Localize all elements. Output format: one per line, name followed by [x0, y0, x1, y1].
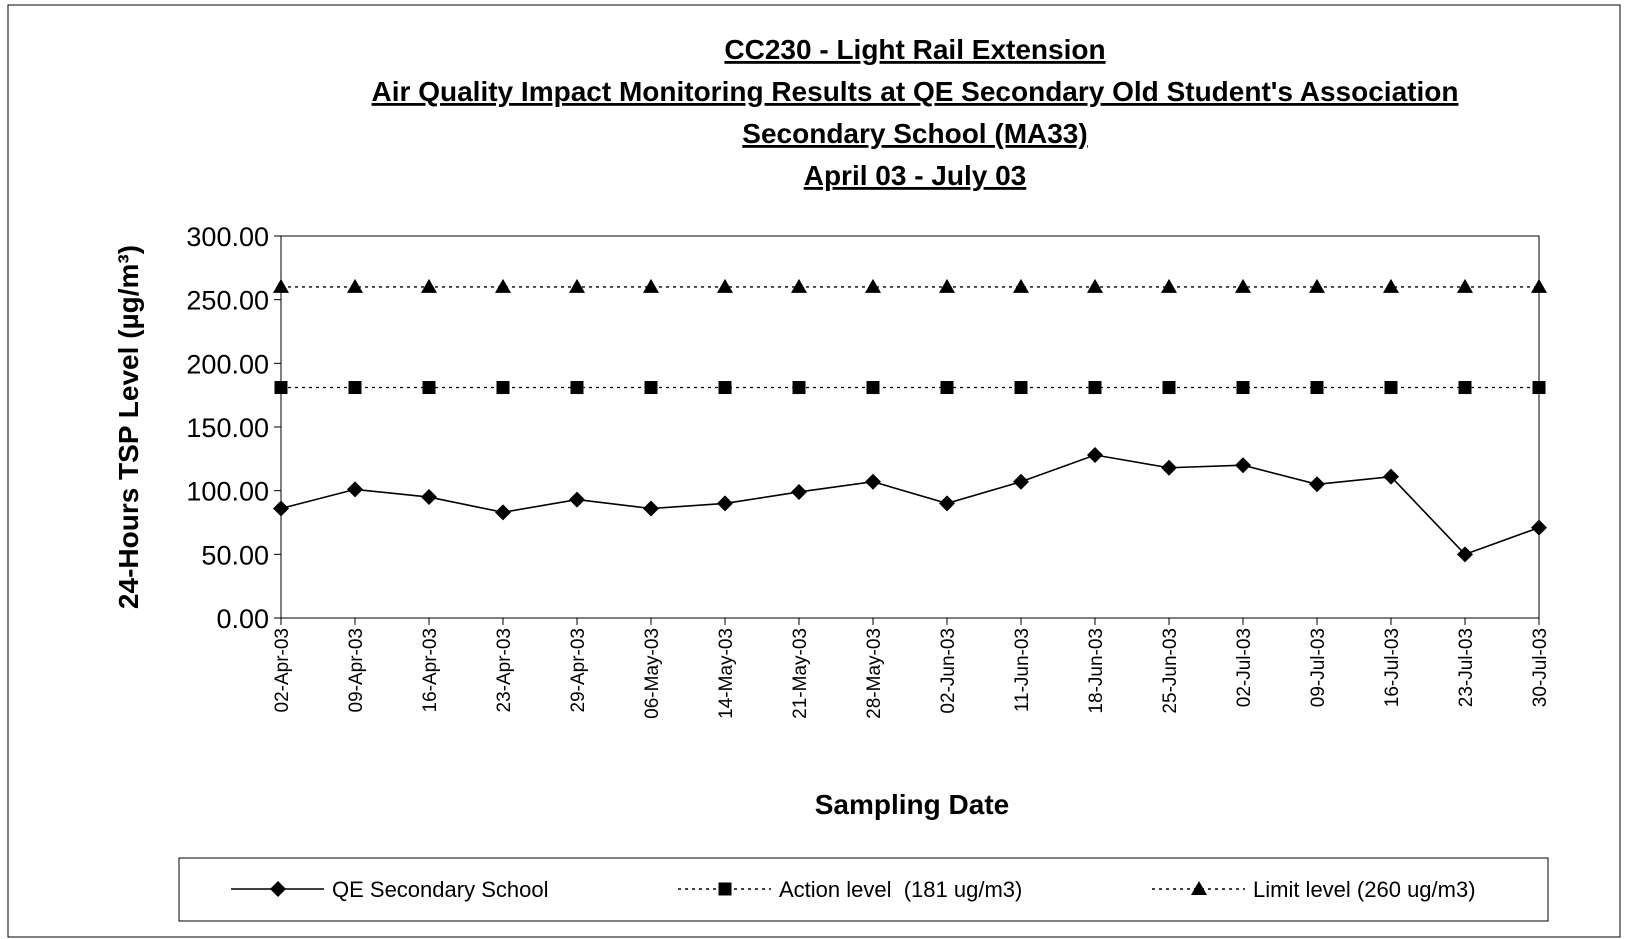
marker	[717, 278, 733, 293]
marker	[940, 381, 954, 395]
marker	[1309, 476, 1325, 493]
marker	[1088, 381, 1102, 395]
marker	[347, 481, 363, 498]
marker	[1531, 519, 1547, 536]
x-tick-label: 14-May-03	[716, 628, 737, 719]
marker	[643, 278, 659, 293]
series-line	[280, 454, 1540, 556]
marker	[421, 278, 437, 293]
x-tick-label: 11-Jun-03	[1012, 628, 1033, 712]
marker	[865, 473, 881, 490]
x-tick-label: 06-May-03	[642, 628, 663, 719]
marker	[865, 278, 881, 293]
marker	[1457, 546, 1473, 563]
x-tick-label: 25-Jun-03	[1160, 628, 1181, 714]
marker	[348, 381, 362, 395]
y-tick-label: 200.00	[186, 349, 269, 379]
x-tick-label: 09-Jul-03	[1308, 628, 1329, 707]
marker	[495, 504, 511, 521]
legend-label: QE Secondary School	[332, 877, 548, 902]
y-tick-label: 0.00	[216, 604, 269, 634]
marker	[569, 278, 585, 293]
marker	[1014, 381, 1028, 395]
marker	[1458, 381, 1472, 395]
x-tick-label: 30-Jul-03	[1530, 628, 1551, 707]
y-tick-label: 250.00	[186, 286, 269, 316]
marker	[273, 278, 289, 293]
marker	[273, 500, 289, 517]
marker	[718, 381, 732, 395]
marker	[347, 278, 363, 293]
plot-area	[280, 235, 1540, 619]
marker	[1236, 381, 1250, 395]
marker	[1457, 278, 1473, 293]
x-tick-label: 09-Apr-03	[346, 628, 367, 713]
marker	[569, 491, 585, 508]
x-tick-label: 28-May-03	[864, 628, 885, 719]
marker	[1013, 473, 1029, 490]
marker	[1161, 278, 1177, 293]
chart-title: Air Quality Impact Monitoring Results at…	[372, 76, 1459, 107]
marker	[1310, 381, 1324, 395]
marker	[421, 489, 437, 506]
x-tick-label: 23-Apr-03	[494, 628, 515, 713]
legend-marker	[718, 882, 732, 896]
y-tick-label: 150.00	[186, 413, 269, 443]
legend-label: Action level (181 ug/m3)	[779, 877, 1022, 902]
chart-title: CC230 - Light Rail Extension	[724, 34, 1105, 65]
x-tick-label: 02-Jun-03	[938, 628, 959, 714]
x-tick-label: 16-Apr-03	[420, 628, 441, 713]
marker	[792, 381, 806, 395]
x-tick-label: 18-Jun-03	[1086, 628, 1107, 714]
marker	[717, 495, 733, 512]
marker	[496, 381, 510, 395]
marker	[1532, 381, 1546, 395]
x-tick-label: 21-May-03	[790, 628, 811, 719]
marker	[1087, 447, 1103, 464]
marker	[274, 381, 288, 395]
x-tick-label: 02-Jul-03	[1234, 628, 1255, 707]
legend-marker	[270, 881, 286, 897]
marker	[1161, 459, 1177, 476]
x-tick-label: 02-Apr-03	[272, 628, 293, 713]
marker	[791, 483, 807, 500]
marker	[422, 381, 436, 395]
marker	[1013, 278, 1029, 293]
marker	[1087, 278, 1103, 293]
y-tick-label: 100.00	[186, 477, 269, 507]
legend-marker	[1191, 881, 1207, 895]
marker	[570, 381, 584, 395]
x-axis-label: Sampling Date	[815, 789, 1009, 820]
chart-title: Secondary School (MA33)	[742, 118, 1087, 149]
y-axis-label: 24-Hours TSP Level (µg/m³)	[113, 245, 144, 609]
x-tick-label: 16-Jul-03	[1382, 628, 1403, 707]
marker	[939, 278, 955, 293]
legend-label: Limit level (260 ug/m3)	[1253, 877, 1476, 902]
marker	[866, 381, 880, 395]
marker	[1309, 278, 1325, 293]
marker	[495, 278, 511, 293]
chart-title: April 03 - July 03	[804, 160, 1027, 191]
marker	[1531, 278, 1547, 293]
marker	[1235, 278, 1251, 293]
y-tick-label: 50.00	[201, 540, 269, 570]
marker	[1235, 457, 1251, 474]
marker	[1383, 468, 1399, 485]
marker	[791, 278, 807, 293]
x-tick-label: 29-Apr-03	[568, 628, 589, 713]
marker	[1384, 381, 1398, 395]
marker	[1162, 381, 1176, 395]
marker	[644, 381, 658, 395]
y-tick-label: 300.00	[186, 222, 269, 252]
marker	[643, 500, 659, 517]
legend	[178, 857, 1549, 922]
marker	[1383, 278, 1399, 293]
x-tick-label: 23-Jul-03	[1456, 628, 1477, 707]
marker	[939, 495, 955, 512]
